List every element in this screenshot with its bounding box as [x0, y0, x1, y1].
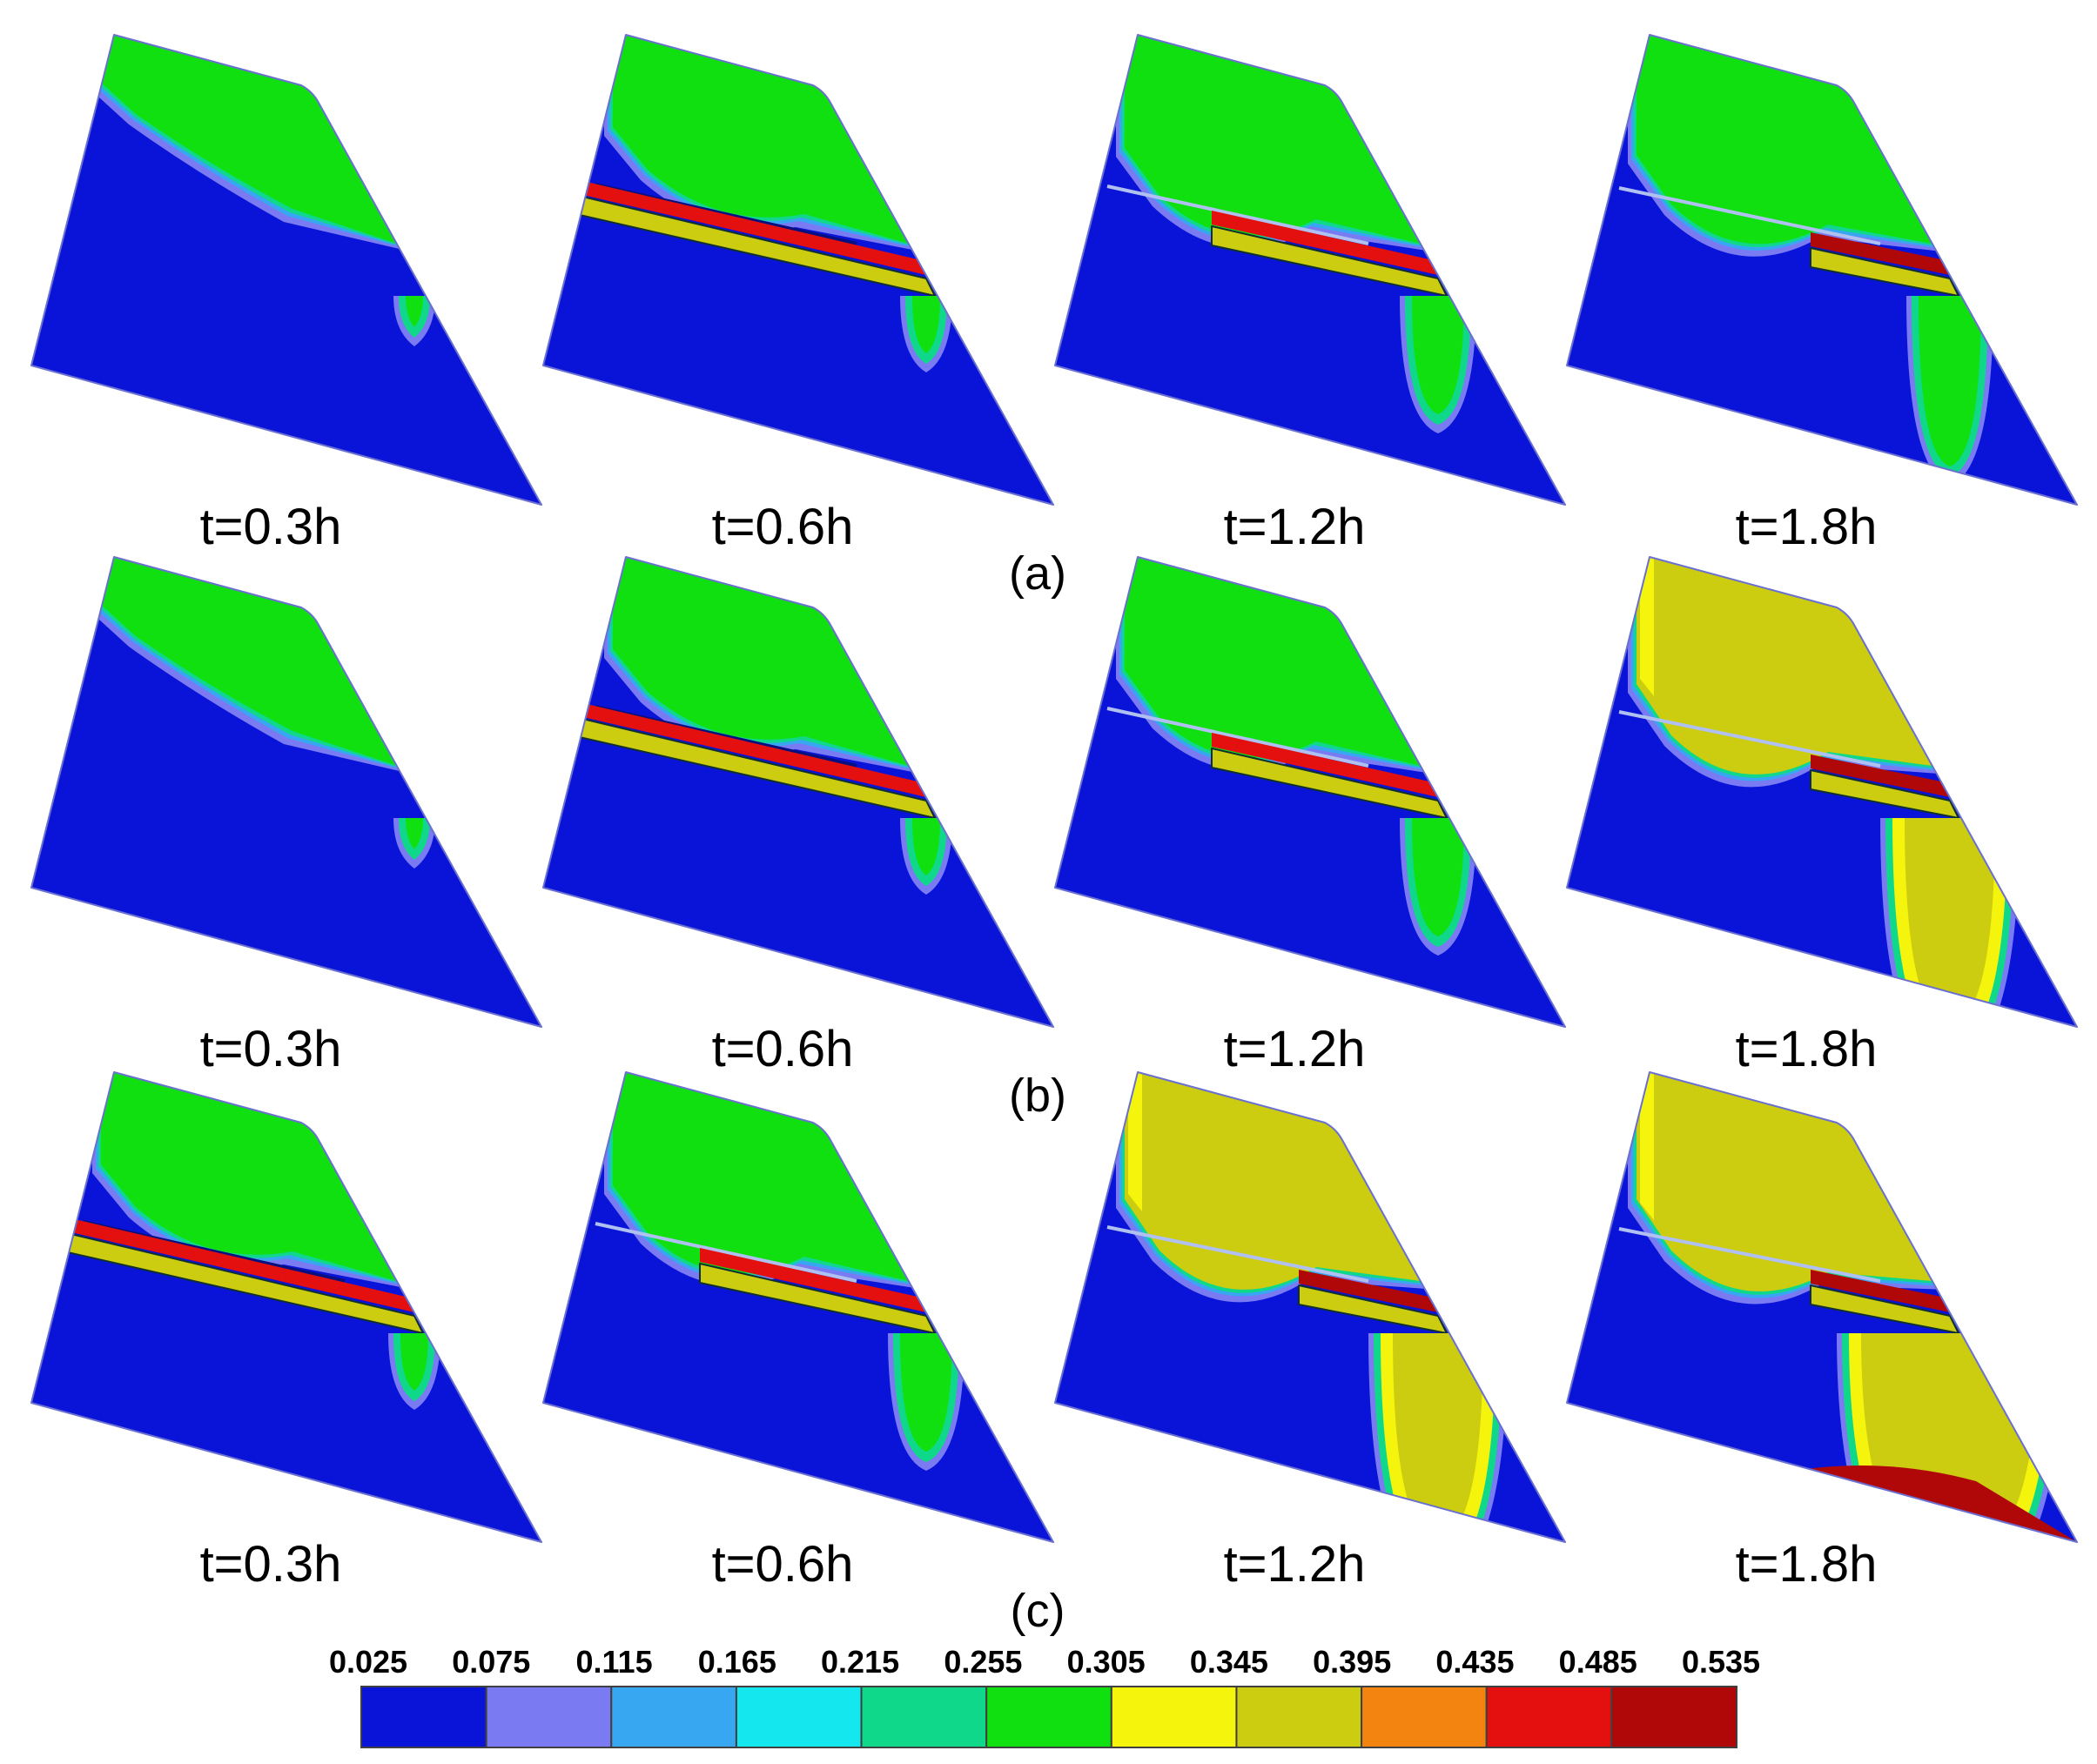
time-label: t=0.3h — [200, 1536, 342, 1593]
colorbar-tick-label: 0.345 — [1190, 1644, 1268, 1680]
panel-row2-col1 — [30, 556, 542, 1028]
colorbar-legend: 0.025 0.075 0.115 0.165 0.215 0.255 0.305 0.345… — [329, 1644, 1760, 1748]
panels-layer — [30, 34, 2078, 1543]
time-label: t=1.8h — [1736, 1021, 1878, 1077]
colorbar-swatch — [860, 1686, 988, 1748]
time-label: t=0.3h — [200, 499, 342, 555]
panel-row1-col1 — [30, 34, 542, 506]
time-label: t=1.2h — [1224, 1536, 1366, 1593]
panel-row1-col4 — [1566, 34, 2078, 506]
panel-row3-col1 — [30, 1071, 542, 1543]
time-label: t=0.3h — [200, 1021, 342, 1077]
time-label: t=0.6h — [712, 1536, 854, 1593]
colorbar-swatch — [985, 1686, 1112, 1748]
panel-row1-col2 — [542, 34, 1054, 506]
colorbar-tick-label: 0.165 — [698, 1644, 776, 1680]
colorbar-tick-label: 0.215 — [821, 1644, 899, 1680]
colorbar-tick-label: 0.485 — [1559, 1644, 1637, 1680]
colorbar-swatch — [1110, 1686, 1238, 1748]
time-label: t=1.2h — [1224, 499, 1366, 555]
panel-row1-col3 — [1054, 34, 1566, 506]
row-label: (b) — [1009, 1070, 1066, 1122]
panel-row2-col3 — [1054, 556, 1566, 1028]
colorbar-swatch — [1485, 1686, 1613, 1748]
time-label: t=0.6h — [712, 499, 854, 555]
panel-row2-col4 — [1566, 556, 2078, 1028]
row-label: (a) — [1009, 547, 1066, 600]
colorbar-swatch — [1235, 1686, 1363, 1748]
colorbar-tick-label: 0.535 — [1682, 1644, 1760, 1680]
panel-row2-col2 — [542, 556, 1054, 1028]
colorbar-swatch — [360, 1686, 487, 1748]
colorbar-tick-label: 0.435 — [1435, 1644, 1514, 1680]
labels-layer: t=0.3h t=0.6h t=1.2h t=1.8h (a) t=0.3h t=0.6h t… — [200, 499, 1878, 1637]
time-label: t=1.2h — [1224, 1021, 1366, 1077]
time-label: t=0.6h — [712, 1021, 854, 1077]
colorbar-tick-label: 0.115 — [575, 1644, 652, 1680]
colorbar-tick-label: 0.255 — [944, 1644, 1022, 1680]
time-label: t=1.8h — [1736, 1536, 1878, 1593]
colorbar-swatch — [1361, 1686, 1488, 1748]
panel-row3-col3 — [1054, 1071, 1566, 1543]
colorbar-tick-label: 0.025 — [329, 1644, 407, 1680]
colorbar-swatch — [1610, 1686, 1738, 1748]
panel-row3-col4 — [1566, 1071, 2078, 1543]
colorbar-tick-label: 0.075 — [452, 1644, 530, 1680]
panel-row3-col2 — [542, 1071, 1054, 1543]
colorbar-swatch — [735, 1686, 863, 1748]
colorbar-tick-label: 0.395 — [1313, 1644, 1391, 1680]
colorbar-swatch — [485, 1686, 613, 1748]
row-label: (c) — [1011, 1585, 1065, 1637]
time-label: t=1.8h — [1736, 499, 1878, 555]
colorbar-swatch — [610, 1686, 737, 1748]
colorbar-tick-label: 0.305 — [1067, 1644, 1146, 1680]
